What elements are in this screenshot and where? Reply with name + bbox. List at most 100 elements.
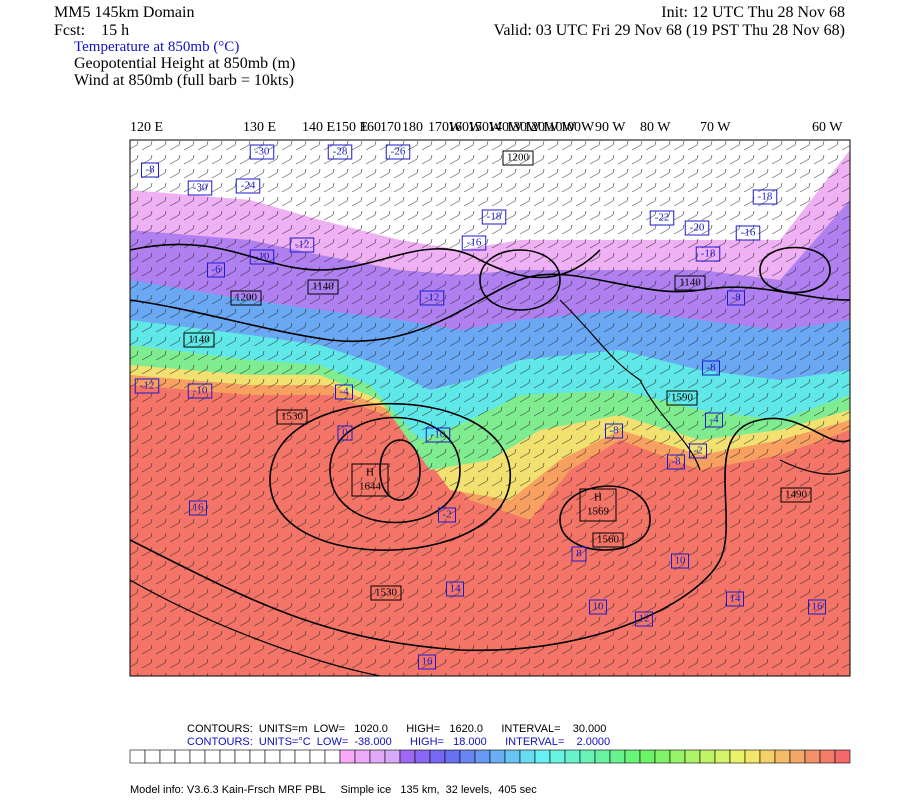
map-labels: 1200 1140 1200 1140 1140 1530 1590 1560 1530 1490… (134, 144, 826, 670)
label-box (671, 553, 689, 569)
label-box (689, 443, 707, 459)
forecast-hour: Fcst: 15 h (54, 22, 129, 39)
color-swatch (669, 749, 686, 764)
color-swatch (504, 749, 521, 764)
label-box (289, 237, 315, 253)
temperature-label: -10 (193, 385, 208, 397)
label-box (726, 591, 744, 607)
label-box (667, 454, 685, 470)
temperature-label: -2 (442, 509, 451, 521)
color-swatch (294, 749, 311, 764)
longitude-label: 110W (542, 120, 576, 135)
color-swatch (219, 749, 236, 764)
label-box (684, 220, 710, 236)
temperature-label: -2 (693, 445, 702, 457)
label-box (187, 180, 213, 196)
temperature-label: -8 (671, 456, 681, 468)
label-box (187, 383, 213, 399)
temperature-label: -16 (741, 227, 756, 239)
height-label: 1590 (671, 392, 694, 404)
temperature-label: 14 (450, 583, 462, 595)
temperature-label: -4 (709, 414, 719, 426)
label-box (141, 162, 159, 178)
label-box (592, 532, 624, 548)
height-contour (479, 249, 561, 311)
temperature-label: 10 (593, 601, 605, 613)
height-contour (130, 243, 601, 279)
color-swatch (819, 749, 836, 764)
color-bar (129, 749, 851, 764)
color-swatch (699, 749, 716, 764)
temperature-label: -12 (140, 380, 155, 392)
label-box (649, 210, 675, 226)
label-box (695, 246, 721, 262)
label-box (438, 507, 456, 523)
color-swatch (324, 749, 341, 764)
longitude-label: 80 W (640, 120, 671, 135)
color-swatch (279, 749, 296, 764)
high-symbol: H (366, 467, 374, 479)
temperature-label: 16 (193, 502, 205, 514)
color-swatch (609, 749, 626, 764)
color-swatch (489, 749, 506, 764)
longitude-label: 130 E (243, 120, 276, 135)
label-box (702, 360, 720, 376)
temperature-label: -22 (655, 212, 670, 224)
label-box (502, 150, 534, 166)
color-swatch (414, 749, 431, 764)
valid-time: Valid: 03 UTC Fri 29 Nov 68 (19 PST Thu … (494, 22, 845, 39)
color-swatch (474, 749, 491, 764)
color-swatch (549, 749, 566, 764)
longitude-label: 100W (560, 120, 595, 135)
color-swatch (789, 749, 806, 764)
temperature-label: -10 (255, 251, 270, 263)
label-box (674, 275, 706, 291)
high-box (579, 488, 617, 522)
wind-barbs (130, 140, 850, 676)
coastline (779, 459, 850, 475)
domain-title: MM5 145km Domain (54, 4, 194, 21)
high-value: 1569 (587, 506, 610, 518)
contour-info-temperature: CONTOURS: UNITS=°C LOW= -38.000 HIGH= 18… (187, 736, 610, 748)
height-label: 1200 (507, 152, 530, 164)
color-swatch (654, 749, 671, 764)
color-swatch (189, 749, 206, 764)
temperature-label: 0 (342, 427, 348, 439)
label-box (327, 144, 353, 160)
label-box (605, 423, 623, 439)
color-swatch (144, 749, 161, 764)
longitude-label: 170W (428, 120, 463, 135)
high-value: 1644 (359, 481, 382, 493)
height-contour (130, 273, 850, 343)
color-swatch (339, 749, 356, 764)
temperature-label: 10 (675, 555, 687, 567)
color-swatch (129, 749, 146, 764)
color-swatch (159, 749, 176, 764)
height-contour (559, 485, 651, 551)
color-swatch (534, 749, 551, 764)
temperature-label: -8 (706, 362, 716, 374)
color-swatch (519, 749, 536, 764)
height-contour (379, 439, 421, 501)
color-swatch (384, 749, 401, 764)
label-box (307, 279, 339, 295)
label-box (335, 384, 353, 400)
longitude-label: 160W (448, 120, 483, 135)
temperature-label: 16 (812, 601, 824, 613)
temperature-label: -26 (391, 146, 406, 158)
height-label: 1140 (312, 281, 334, 293)
temperature-label: -12 (425, 292, 440, 304)
label-box (461, 235, 487, 251)
color-swatch (459, 749, 476, 764)
color-swatch (369, 749, 386, 764)
label-box (446, 581, 464, 597)
label-box (735, 225, 761, 241)
longitude-label: 130W (506, 120, 541, 135)
temperature-label: -28 (333, 146, 348, 158)
label-box (134, 378, 160, 394)
label-box (249, 144, 275, 160)
temperature-label: 12 (639, 613, 650, 625)
label-box (418, 654, 436, 670)
